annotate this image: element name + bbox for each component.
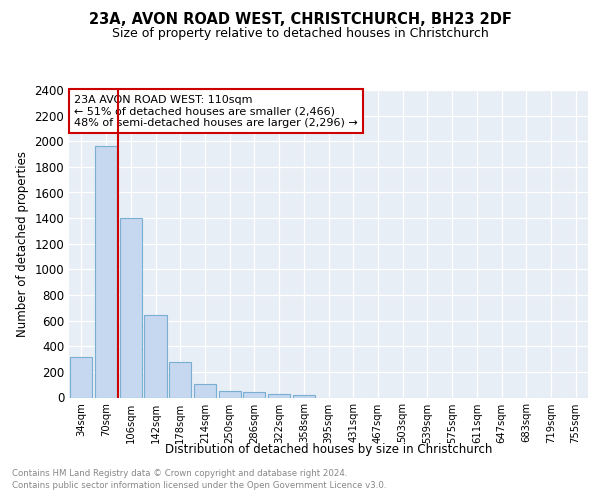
Bar [70,356,92,398]
Bar [95,146,117,398]
Bar [119,218,142,398]
Y-axis label: Number of detached properties: Number of detached properties [16,151,29,337]
Bar [169,362,191,398]
Bar [243,392,265,398]
Text: Distribution of detached houses by size in Christchurch: Distribution of detached houses by size … [165,442,493,456]
Bar [145,315,167,398]
Text: Contains public sector information licensed under the Open Government Licence v3: Contains public sector information licen… [12,481,386,490]
Bar [218,391,241,398]
Text: Contains HM Land Registry data © Crown copyright and database right 2024.: Contains HM Land Registry data © Crown c… [12,469,347,478]
Bar [268,394,290,398]
Text: 23A AVON ROAD WEST: 110sqm
← 51% of detached houses are smaller (2,466)
48% of s: 23A AVON ROAD WEST: 110sqm ← 51% of deta… [74,94,358,128]
Text: Size of property relative to detached houses in Christchurch: Size of property relative to detached ho… [112,28,488,40]
Bar [293,395,315,398]
Bar [194,384,216,398]
Text: 23A, AVON ROAD WEST, CHRISTCHURCH, BH23 2DF: 23A, AVON ROAD WEST, CHRISTCHURCH, BH23 … [89,12,511,28]
